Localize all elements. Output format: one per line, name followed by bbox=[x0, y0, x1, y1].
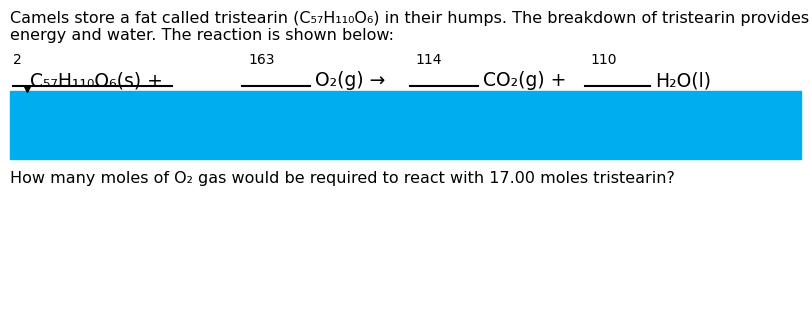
Text: 110: 110 bbox=[590, 53, 616, 67]
Text: O₂(g) →: O₂(g) → bbox=[315, 71, 385, 91]
Text: Camels store a fat called tristearin (C₅₇H₁₁₀O₆) in their humps. The breakdown o: Camels store a fat called tristearin (C₅… bbox=[10, 11, 811, 26]
Text: How many moles of O₂ gas would be required to react with 17.00 moles tristearin?: How many moles of O₂ gas would be requir… bbox=[10, 171, 675, 186]
Text: CO₂(g) +: CO₂(g) + bbox=[483, 71, 566, 91]
Text: H₂O(l): H₂O(l) bbox=[655, 71, 711, 91]
Bar bbox=[10, 91, 801, 159]
Text: energy and water. The reaction is shown below:: energy and water. The reaction is shown … bbox=[10, 28, 394, 43]
Text: 114: 114 bbox=[415, 53, 441, 67]
Text: 2: 2 bbox=[13, 53, 22, 67]
Text: 163: 163 bbox=[248, 53, 274, 67]
Text: C₅₇H₁₁₀O₆(s) +: C₅₇H₁₁₀O₆(s) + bbox=[30, 71, 163, 91]
